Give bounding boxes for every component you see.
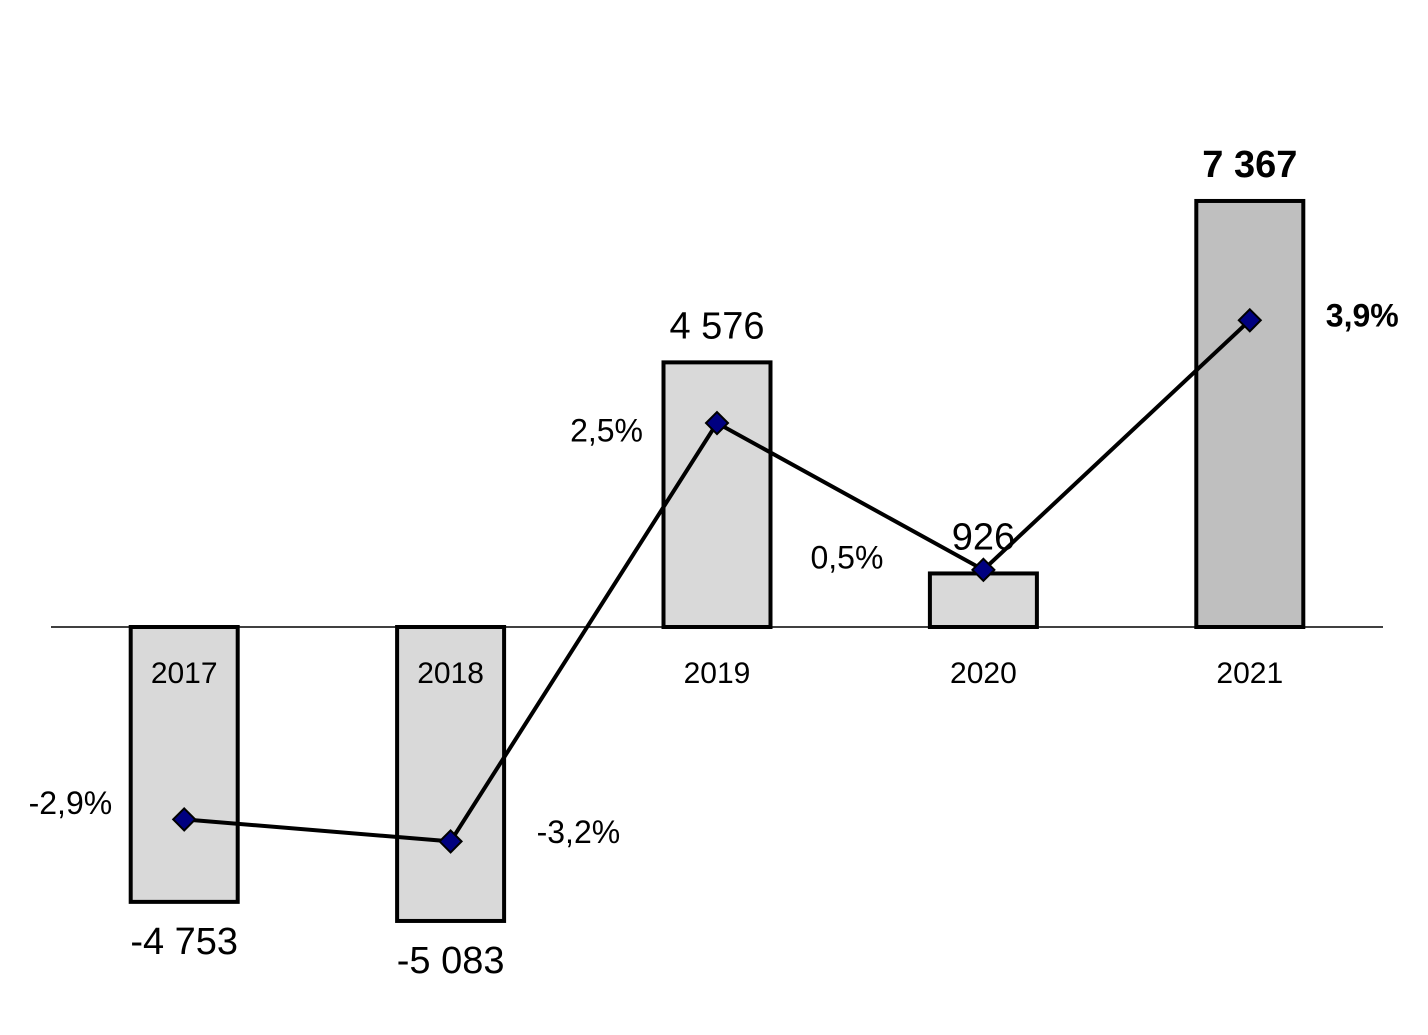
x-tick-label: 2019 <box>684 657 751 690</box>
x-tick-label: 2020 <box>950 657 1017 690</box>
bar-value-label: 7 367 <box>1202 144 1297 186</box>
bar <box>128 625 240 904</box>
bar <box>1194 198 1306 630</box>
marker <box>1237 307 1263 333</box>
x-tick-label: 2021 <box>1216 657 1283 690</box>
line-value-label: -2,9% <box>29 785 113 821</box>
bar <box>395 625 507 923</box>
marker <box>438 829 464 854</box>
bar-value-label: 4 576 <box>669 305 764 347</box>
x-tick-label: 2017 <box>151 657 218 690</box>
line-value-label: 3,9% <box>1326 298 1399 334</box>
marker <box>704 410 730 436</box>
x-tick-label: 2018 <box>417 657 484 690</box>
bar <box>661 360 773 630</box>
marker <box>970 557 996 583</box>
line-value-label: 0,5% <box>810 539 883 575</box>
bar-value-label: 926 <box>952 516 1015 558</box>
bar-value-label: -4 753 <box>130 921 238 963</box>
bar-value-label: -5 083 <box>397 940 505 982</box>
marker <box>171 806 197 832</box>
line-value-label: -3,2% <box>537 814 621 850</box>
line-value-label: 2,5% <box>570 412 643 448</box>
